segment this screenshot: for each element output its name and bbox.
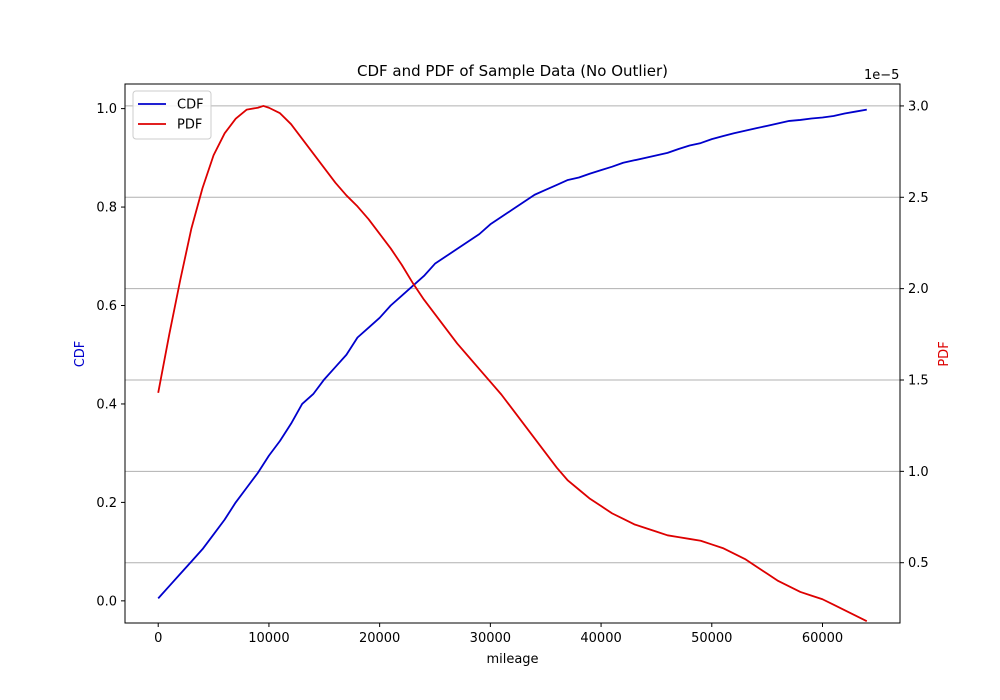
right-tick-label: 0.5 [908,556,929,571]
right-tick-label: 3.0 [908,99,929,114]
x-tick-label: 30000 [470,631,511,646]
left-axis-ticks: 0.0 0.2 0.4 0.6 0.8 1.0 [96,102,125,609]
x-tick-label: 40000 [580,631,621,646]
plot-series [157,105,868,622]
chart-title: CDF and PDF of Sample Data (No Outlier) [357,62,668,80]
left-tick-label: 0.0 [96,594,117,609]
right-tick-label: 2.0 [908,282,929,297]
right-axis-offset-text: 1e−5 [864,68,899,83]
right-tick-label: 2.5 [908,191,929,206]
left-tick-label: 1.0 [96,102,117,117]
left-axis-label: CDF [73,341,88,368]
right-axis-label: PDF [937,341,952,366]
x-tick-label: 50000 [691,631,732,646]
left-tick-label: 0.8 [96,201,117,216]
x-tick-label: 20000 [359,631,400,646]
legend-label-pdf: PDF [177,118,202,133]
x-axis-ticks: 0 10000 20000 30000 40000 50000 60000 [154,623,843,646]
right-tick-label: 1.0 [908,465,929,480]
right-tick-label: 1.5 [908,373,929,388]
series-line-cdf [157,108,867,599]
x-tick-label: 10000 [248,631,289,646]
legend-label-cdf: CDF [177,98,204,113]
right-axis-ticks: 0.5 1.0 1.5 2.0 2.5 3.0 [900,99,929,571]
series-line-pdf [157,105,868,622]
x-tick-label: 60000 [802,631,843,646]
grid-lines [125,105,900,564]
left-tick-label: 0.6 [96,299,117,314]
left-tick-label: 0.4 [96,397,117,412]
x-tick-label: 0 [154,631,162,646]
legend: CDF PDF [132,90,212,140]
plot-frame [124,83,901,624]
x-axis-label: mileage [486,652,538,667]
left-tick-label: 0.2 [96,496,117,511]
legend-box [132,90,212,140]
